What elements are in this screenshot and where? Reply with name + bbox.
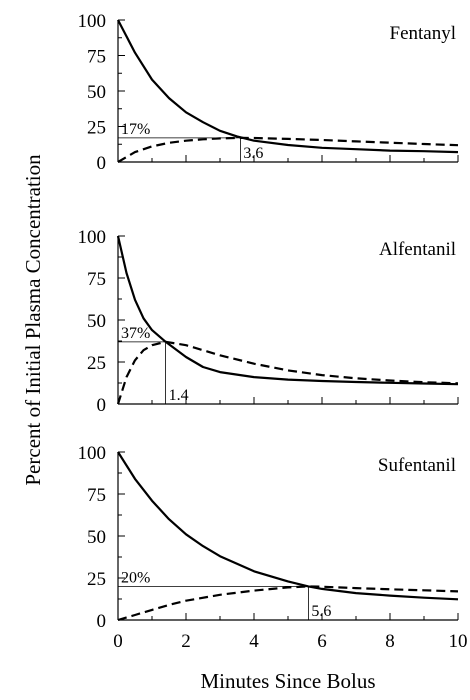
dashed-series-line <box>116 340 459 405</box>
x-axis-title: Minutes Since Bolus <box>200 669 375 693</box>
x-tick-label: 4 <box>249 631 259 652</box>
y-tick-label: 75 <box>87 485 106 506</box>
x-tick-label: 2 <box>181 631 191 652</box>
y-tick-label: 100 <box>78 227 107 248</box>
y-tick-label: 75 <box>87 47 106 68</box>
panel-1: 0 25 50 75 100 Alfentanil 37% 1.4 <box>78 227 459 416</box>
y-axis-title: Percent of Initial Plasma Concentration <box>21 154 45 486</box>
y-tick-label: 100 <box>78 11 107 32</box>
solid-series-line <box>116 235 459 386</box>
solid-series-line <box>117 451 459 601</box>
peak-percent-label: 37% <box>121 325 150 342</box>
y-tick-label: 50 <box>87 311 106 332</box>
x-tick-label: 8 <box>385 631 395 652</box>
x-tick-label: 6 <box>317 631 327 652</box>
y-tick-label: 50 <box>87 527 106 548</box>
solid-series-line <box>117 19 459 154</box>
y-tick-label: 100 <box>78 443 107 464</box>
y-tick-label: 25 <box>87 569 106 590</box>
y-tick-label: 50 <box>87 82 106 103</box>
peak-time-label: 5.6 <box>311 603 331 620</box>
y-tick-label: 0 <box>97 395 107 416</box>
y-tick-label: 25 <box>87 353 106 374</box>
panel-2: 0 25 50 75 100 0 2 4 6 8 10 Sufentanil 20% 5.6 <box>78 443 468 652</box>
y-tick-label: 75 <box>87 269 106 290</box>
dashed-series-line <box>117 136 459 163</box>
x-tick-label: 0 <box>113 631 123 652</box>
peak-percent-label: 20% <box>121 569 150 586</box>
panel-title: Fentanyl <box>390 23 457 44</box>
peak-time-label: 1.4 <box>169 387 189 404</box>
y-tick-label: 0 <box>97 153 107 174</box>
y-tick-label: 25 <box>87 118 106 139</box>
y-tick-label: 0 <box>97 611 107 632</box>
peak-time-label: 3.6 <box>243 145 263 162</box>
dashed-series-line <box>117 585 459 622</box>
panel-0: 0 25 50 75 100 Fentanyl 17% 3.6 <box>78 11 459 174</box>
panel-title: Sufentanil <box>378 455 456 476</box>
peak-percent-label: 17% <box>121 121 150 138</box>
x-tick-label: 10 <box>449 631 468 652</box>
panel-title: Alfentanil <box>379 239 456 260</box>
